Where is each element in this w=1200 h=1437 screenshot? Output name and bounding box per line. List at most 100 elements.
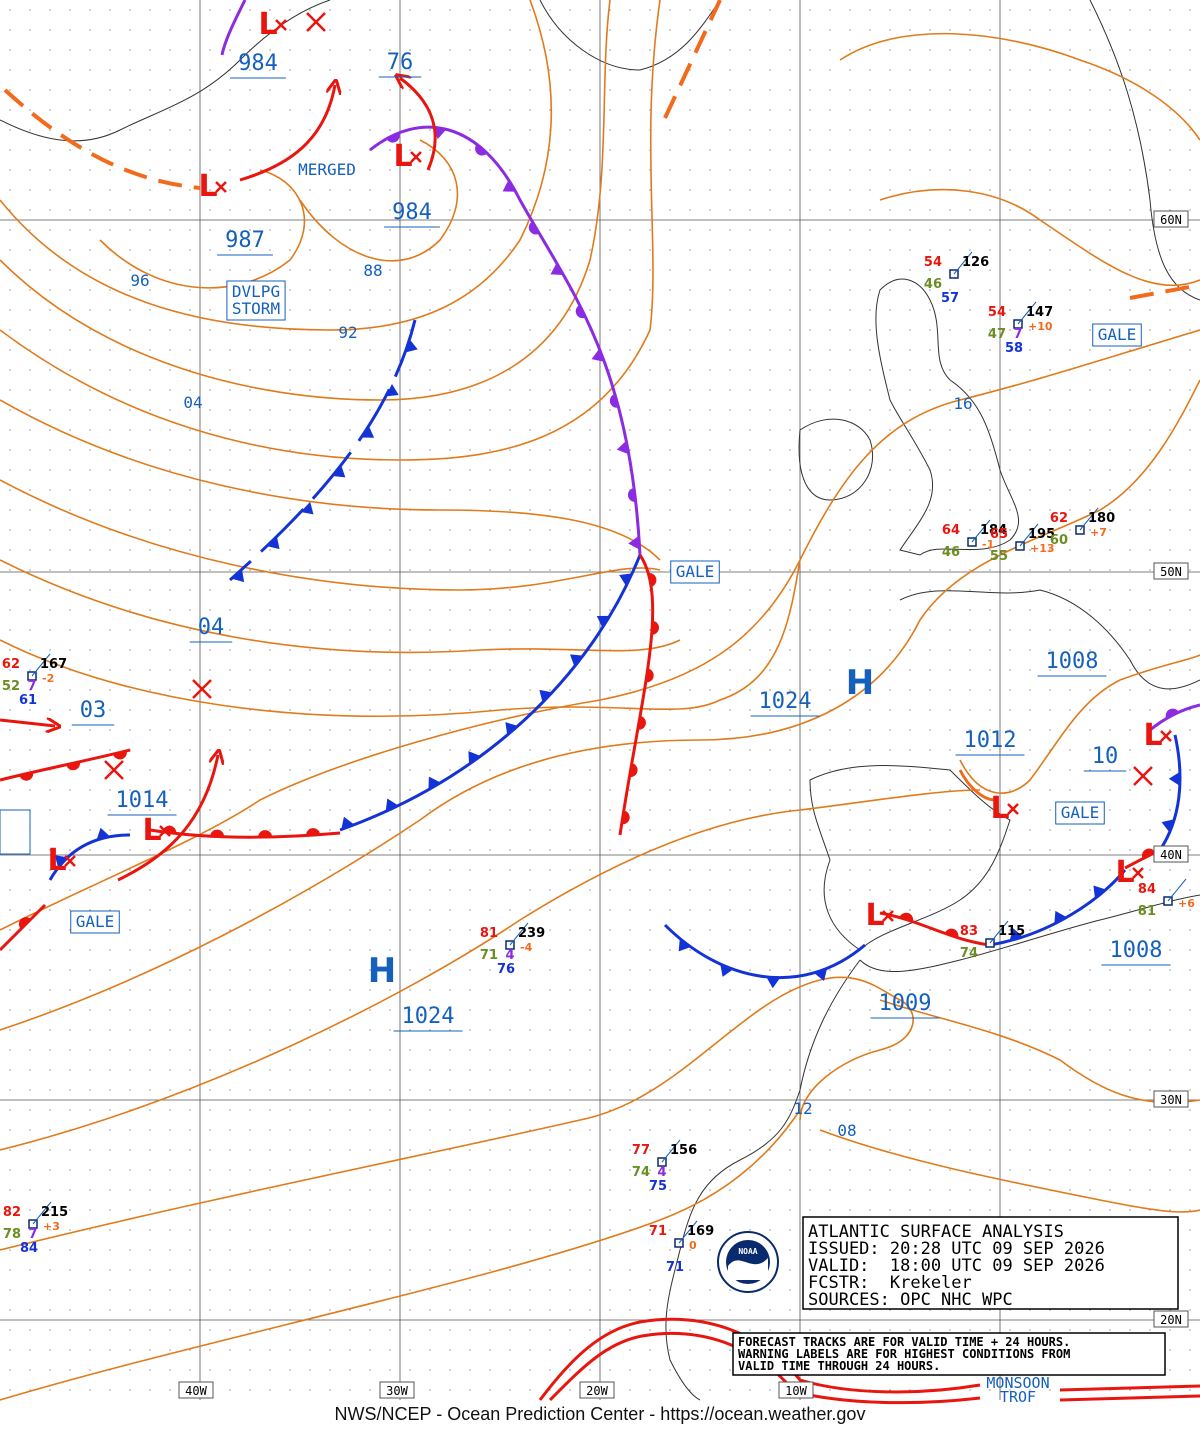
info-box: NOAA ATLANTIC SURFACE ANALYSIS ISSUED: 2… bbox=[717, 1216, 1179, 1376]
station-temperature: 64 bbox=[942, 523, 960, 538]
lat-label-box bbox=[1153, 845, 1189, 863]
lat-label: 50N bbox=[1160, 565, 1182, 579]
station-temperature: 62 bbox=[1050, 511, 1068, 526]
front-semicircle bbox=[629, 763, 638, 778]
station-dewpoint: 46 bbox=[924, 277, 942, 292]
front-triangle bbox=[332, 465, 346, 478]
front-semicircle bbox=[648, 573, 657, 587]
front-triangle bbox=[54, 855, 68, 868]
storm-warning: DVLPG bbox=[232, 282, 280, 301]
front-triangle bbox=[678, 938, 691, 952]
lon-label-box bbox=[178, 1381, 214, 1399]
station-temperature: 62 bbox=[2, 657, 20, 672]
station-pressure: 147 bbox=[1026, 305, 1053, 320]
station-pressure: 115 bbox=[998, 924, 1025, 939]
front-triangle bbox=[591, 348, 605, 362]
station-dewpoint: 74 bbox=[632, 1165, 650, 1180]
front-semicircle bbox=[575, 304, 586, 319]
info-line: SOURCES: OPC NHC WPC bbox=[808, 1290, 1013, 1310]
warning-label-box bbox=[70, 910, 120, 934]
station-tendency: +6 bbox=[1178, 897, 1195, 910]
station-tendency: -1 bbox=[982, 538, 994, 551]
front-semicircle bbox=[475, 144, 488, 156]
station-temperature: 71 bbox=[649, 1224, 667, 1239]
wind-barb bbox=[1167, 878, 1187, 902]
station-tendency: +7 bbox=[1090, 526, 1107, 539]
storm-warning: STORM bbox=[232, 299, 280, 318]
station-waves: 7 bbox=[27, 679, 36, 694]
front-semicircle bbox=[528, 221, 540, 235]
station-sea-temp: 75 bbox=[649, 1179, 667, 1194]
front-triangle bbox=[385, 798, 399, 812]
pressure-label: 1012 bbox=[964, 728, 1017, 753]
front-semicircle bbox=[66, 761, 81, 771]
front-triangle bbox=[1168, 771, 1180, 786]
station-temperature: 84 bbox=[1138, 882, 1156, 897]
lat-label-box bbox=[1153, 562, 1189, 580]
note-line: WARNING LABELS ARE FOR HIGHEST CONDITION… bbox=[738, 1347, 1070, 1361]
station-sea-temp: 57 bbox=[941, 291, 959, 306]
station-pressure: 126 bbox=[962, 255, 989, 270]
lon-label: 30W bbox=[386, 1384, 408, 1398]
labels: 984 7698498796889204040310141024102410081… bbox=[47, 7, 1189, 1406]
wind-barb bbox=[953, 251, 973, 275]
front-triangle bbox=[468, 751, 481, 765]
front-semicircle bbox=[651, 620, 659, 635]
warning-label: GALE bbox=[1061, 803, 1100, 822]
front-semicircle bbox=[609, 394, 619, 408]
front-triangle bbox=[361, 425, 375, 438]
front-semicircle bbox=[627, 488, 636, 502]
station-sea-temp: 76 bbox=[497, 962, 515, 977]
front-triangle bbox=[300, 501, 314, 515]
front-semicircle bbox=[944, 928, 959, 938]
low-position bbox=[104, 760, 124, 780]
front-triangle bbox=[539, 689, 553, 703]
station-tendency: 0 bbox=[689, 1239, 697, 1252]
front-triangle bbox=[266, 536, 280, 550]
lat-label-box bbox=[1153, 210, 1189, 228]
lon-label-box bbox=[778, 1381, 814, 1399]
front-triangle bbox=[550, 262, 564, 275]
lat-label-box bbox=[1153, 1090, 1189, 1108]
front-semicircle bbox=[899, 912, 914, 922]
warning-label-box bbox=[670, 560, 720, 584]
station-temperature: 54 bbox=[988, 305, 1006, 320]
station-pressure: 215 bbox=[41, 1205, 68, 1220]
low-marker bbox=[882, 910, 894, 922]
low-marker bbox=[1007, 803, 1019, 815]
station-dewpoint: 71 bbox=[480, 948, 498, 963]
pressure-label: 03 bbox=[80, 698, 107, 723]
pressure-label: 987 bbox=[225, 228, 265, 253]
lat-label: 40N bbox=[1160, 848, 1182, 862]
front-triangle bbox=[231, 569, 245, 583]
front-triangle bbox=[428, 776, 441, 790]
wind-barb bbox=[1017, 301, 1037, 325]
station-tendency: -4 bbox=[520, 941, 533, 954]
low-center: L bbox=[393, 139, 412, 174]
low-center: L bbox=[865, 898, 884, 933]
warning-label: GALE bbox=[76, 912, 115, 931]
front-semicircle bbox=[113, 750, 127, 760]
station-tendency: -2 bbox=[42, 672, 54, 685]
front-triangle bbox=[720, 964, 734, 977]
high-center: H bbox=[846, 663, 874, 703]
low-center: L bbox=[142, 813, 161, 848]
station-tendency: +13 bbox=[1030, 542, 1055, 555]
front-triangle bbox=[766, 976, 781, 989]
pressure-label: 12 bbox=[793, 1099, 812, 1118]
station-pressure: 156 bbox=[670, 1143, 697, 1158]
pressure-label: 1024 bbox=[759, 689, 812, 714]
station-sea-temp: 71 bbox=[666, 1260, 684, 1275]
front-triangle bbox=[813, 968, 828, 981]
pressure-label: 1008 bbox=[1046, 649, 1099, 674]
front-triangle bbox=[628, 535, 640, 550]
station-dewpoint: 74 bbox=[960, 946, 978, 961]
lon-label-box bbox=[579, 1381, 615, 1399]
front-triangle bbox=[1093, 885, 1106, 899]
front-semicircle bbox=[258, 830, 273, 838]
wind-barb bbox=[1079, 507, 1099, 531]
front-semicircle bbox=[1165, 708, 1179, 719]
low-position bbox=[1133, 766, 1153, 786]
station-pressure: 167 bbox=[40, 657, 67, 672]
